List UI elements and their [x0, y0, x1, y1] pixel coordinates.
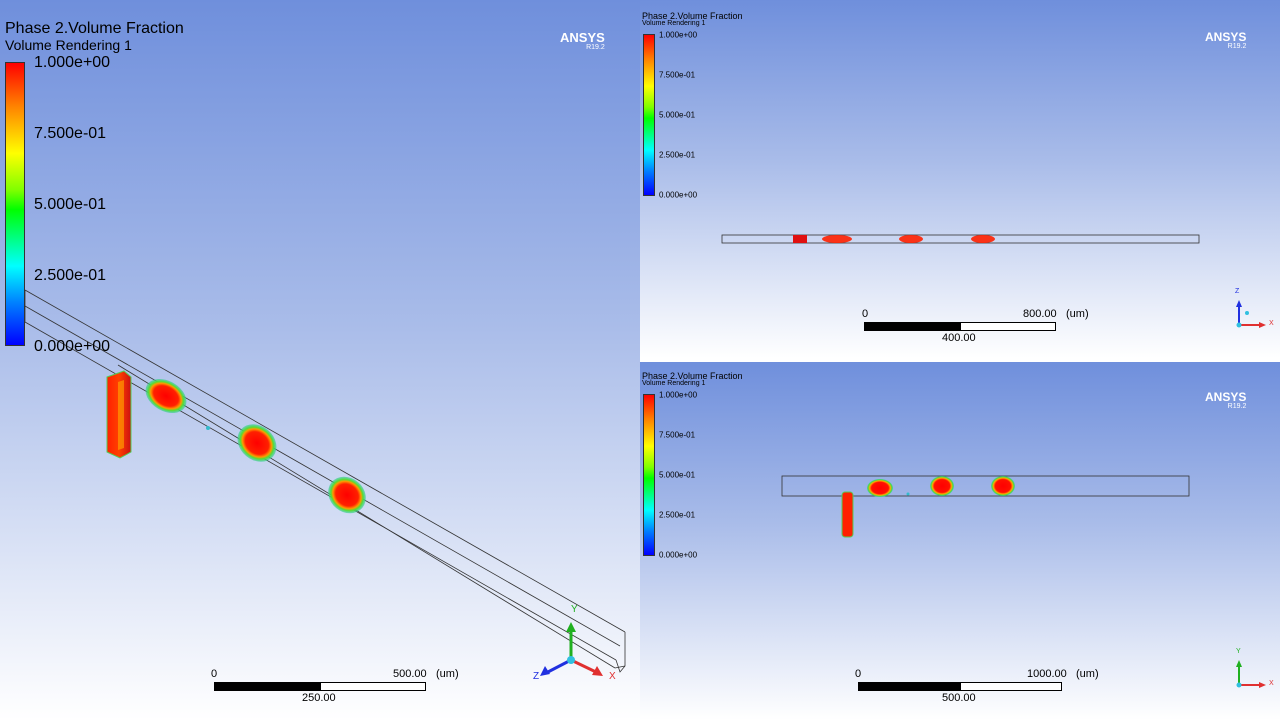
droplet-2	[899, 235, 923, 243]
riser-droplet	[841, 491, 854, 538]
legend-tick: 5.000e-01	[659, 470, 696, 480]
axis-triad	[1236, 660, 1266, 688]
brand-name: ANSYS	[1205, 390, 1247, 404]
brand-name: ANSYS	[560, 30, 605, 45]
droplet-1	[822, 235, 852, 243]
axis-label-x: X	[1269, 320, 1274, 327]
riser-droplet	[106, 370, 132, 459]
viewport-divider	[640, 358, 1280, 362]
legend-tick: 2.500e-01	[659, 150, 696, 160]
scale-unit-label: (um)	[1066, 308, 1089, 320]
droplet-1	[867, 479, 893, 497]
scale-max-label: 1000.00	[1027, 668, 1067, 680]
view-subtitle: Volume Rendering 1	[5, 37, 132, 53]
legend-tick: 5.000e-01	[659, 110, 696, 120]
scale-zero-label: 0	[862, 308, 869, 320]
bottom-right-geometry	[781, 475, 1266, 688]
droplet-1	[145, 378, 187, 414]
axis-triad	[540, 622, 603, 676]
scale-zero-label: 0	[855, 668, 862, 680]
legend-tick: 0.000e+00	[34, 338, 111, 355]
droplet-2	[930, 476, 954, 496]
droplet-3	[991, 476, 1015, 496]
main-geometry	[24, 289, 626, 676]
scale-bar	[864, 322, 1056, 331]
axis-label-z: Z	[1235, 288, 1240, 295]
scale-mid-label: 400.00	[942, 332, 976, 344]
legend-tick: 2.500e-01	[34, 267, 107, 284]
axis-label-y: Y	[571, 604, 578, 615]
color-legend-bar	[5, 62, 25, 346]
droplet-2	[237, 424, 277, 462]
ansys-logo: ANSYS R19.2	[1205, 31, 1246, 50]
scale-bar	[858, 682, 1062, 691]
scale-max-label: 500.00	[393, 668, 427, 680]
scale-bar	[214, 682, 426, 691]
legend-tick: 5.000e-01	[34, 196, 107, 213]
ansys-logo: ANSYS R19.2	[1205, 391, 1246, 410]
legend-tick: 2.500e-01	[659, 510, 696, 520]
view-title: Phase 2.Volume Fraction	[642, 11, 743, 21]
legend-tick: 0.000e+00	[659, 550, 698, 560]
top-right-viewport[interactable]: Phase 2.Volume Fraction Volume Rendering…	[640, 0, 1280, 358]
scale-max-label: 800.00	[1023, 308, 1057, 320]
ansys-logo: ANSYS R19.2	[560, 31, 605, 51]
color-legend-bar	[643, 34, 655, 196]
droplet-3	[971, 235, 995, 243]
axis-triad	[1236, 300, 1266, 328]
view-title: Phase 2.Volume Fraction	[642, 371, 743, 381]
legend-tick: 7.500e-01	[659, 70, 696, 80]
legend-tick: 1.000e+00	[34, 54, 111, 71]
main-3d-viewport[interactable]: Phase 2.Volume Fraction Volume Rendering…	[0, 0, 640, 720]
brand-name: ANSYS	[1205, 30, 1247, 44]
axis-label-z: Z	[533, 671, 540, 682]
legend-tick: 7.500e-01	[659, 430, 696, 440]
legend-tick: 7.500e-01	[34, 125, 107, 142]
bottom-right-viewport[interactable]: Phase 2.Volume Fraction Volume Rendering…	[640, 362, 1280, 720]
scale-mid-label: 500.00	[942, 692, 976, 704]
top-right-geometry	[721, 234, 1266, 328]
view-title: Phase 2.Volume Fraction	[5, 20, 184, 37]
brand-version: R19.2	[586, 44, 605, 51]
legend-tick: 1.000e+00	[659, 30, 698, 40]
view-subtitle: Volume Rendering 1	[642, 380, 706, 387]
scale-zero-label: 0	[211, 668, 218, 680]
axis-label-x: X	[1269, 680, 1274, 687]
axis-label-y: Y	[1236, 648, 1241, 655]
color-legend-bar	[643, 394, 655, 556]
scale-unit-label: (um)	[1076, 668, 1099, 680]
scale-mid-label: 250.00	[302, 692, 336, 704]
axis-label-x: X	[609, 671, 616, 682]
brand-version: R19.2	[1227, 403, 1247, 410]
legend-tick: 0.000e+00	[659, 190, 698, 200]
droplet-3	[328, 476, 366, 514]
scale-unit-label: (um)	[436, 668, 459, 680]
legend-tick: 1.000e+00	[659, 390, 698, 400]
brand-version: R19.2	[1227, 43, 1247, 50]
view-subtitle: Volume Rendering 1	[642, 20, 706, 27]
